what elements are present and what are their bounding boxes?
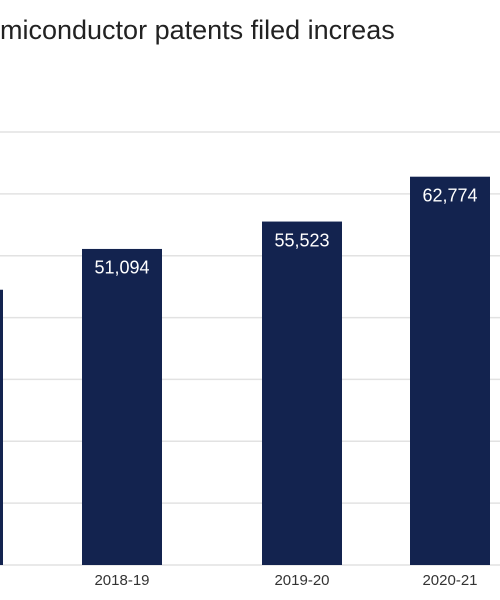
bar [0, 289, 3, 565]
x-tick-label: 2020-21 [422, 572, 477, 589]
x-tick-label: 2019-20 [274, 572, 329, 589]
bar [262, 221, 342, 565]
bar [410, 176, 490, 565]
x-tick-label: 2018-19 [94, 572, 149, 589]
chart-title: miconductor patents filed increas [0, 15, 395, 45]
bar [82, 248, 162, 565]
value-label: 62,774 [422, 185, 477, 205]
value-label: 55,523 [274, 230, 329, 250]
bars: 51,094 2018-19 55,523 2019-20 62,774 2020-21 [0, 176, 490, 589]
value-label: 51,094 [94, 258, 149, 278]
